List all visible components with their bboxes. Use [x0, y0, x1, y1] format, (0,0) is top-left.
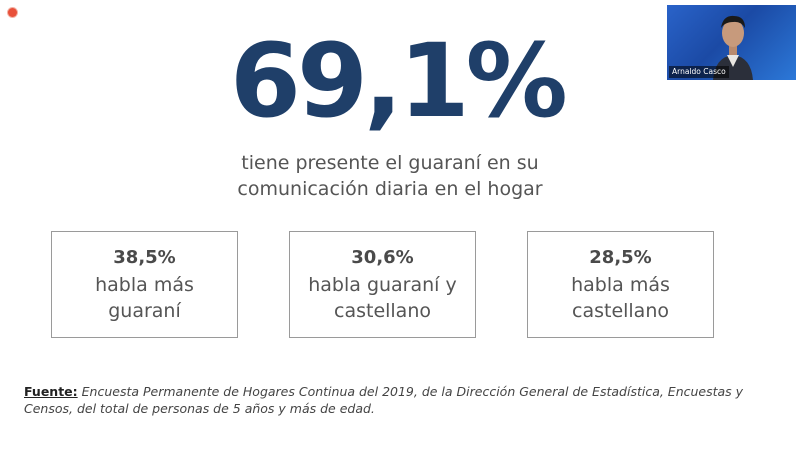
- stat-label-line-1: habla guaraní y: [308, 274, 457, 296]
- subtitle-line-1: tiene presente el guaraní en su: [241, 152, 539, 174]
- stat-label-line-2: guaraní: [108, 300, 181, 322]
- participant-video-tile[interactable]: Arnaldo Casco: [667, 5, 796, 80]
- headline-percentage: 69,1%: [230, 22, 568, 141]
- stat-percent: 38,5%: [113, 247, 176, 268]
- stat-label-line-2: castellano: [334, 300, 431, 322]
- source-text: Encuesta Permanente de Hogares Continua …: [24, 384, 744, 416]
- participant-name: Arnaldo Casco: [669, 66, 729, 78]
- source-note: Fuente: Encuesta Permanente de Hogares C…: [24, 383, 754, 417]
- stat-percent: 28,5%: [589, 247, 652, 268]
- subtitle-line-2: comunicación diaria en el hogar: [237, 178, 543, 200]
- stat-box-bilingual: 30,6% habla guaraní y castellano: [289, 231, 476, 338]
- stat-label-line-1: habla más: [95, 274, 194, 296]
- stat-box-guarani: 38,5% habla más guaraní: [51, 231, 238, 338]
- stat-label-line-1: habla más: [571, 274, 670, 296]
- source-label: Fuente:: [24, 384, 78, 399]
- recording-indicator-icon: [8, 8, 17, 17]
- stat-percent: 30,6%: [351, 247, 414, 268]
- stat-label-line-2: castellano: [572, 300, 669, 322]
- headline-subtitle: tiene presente el guaraní en su comunica…: [180, 150, 600, 202]
- stat-box-castellano: 28,5% habla más castellano: [527, 231, 714, 338]
